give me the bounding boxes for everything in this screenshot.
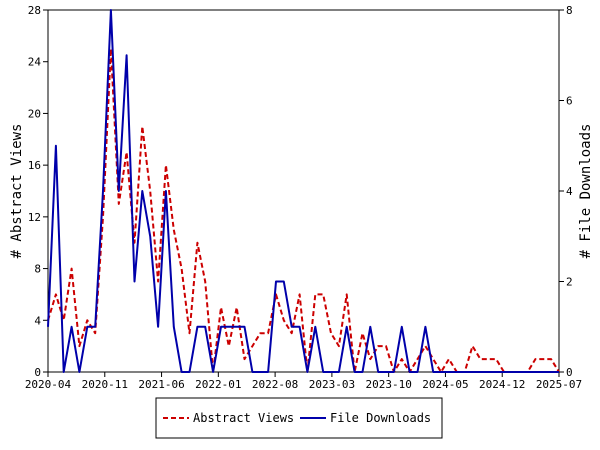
y-right-tick-label: 6 [566, 95, 573, 108]
y-left-tick-label: 16 [28, 159, 41, 172]
y-right-tick-label: 4 [566, 185, 573, 198]
plot-frame [47, 9, 560, 373]
x-tick-label: 2023-10 [365, 378, 411, 391]
y-left-axis-title: # Abstract Views [9, 124, 25, 259]
y-left-tick-label: 12 [28, 211, 41, 224]
y-right-axis-title: # File Downloads [578, 124, 594, 259]
x-tick-label: 2020-11 [82, 378, 128, 391]
legend: Abstract Views File Downloads [155, 397, 443, 439]
right-axis: 0 2 4 6 8 [559, 4, 573, 379]
y-right-tick-label: 2 [566, 276, 573, 289]
y-left-tick-label: 24 [28, 56, 42, 69]
x-tick-label: 2023-03 [309, 378, 355, 391]
series-layer [47, 9, 560, 373]
x-tick-label: 2021-06 [138, 378, 184, 391]
y-right-tick-label: 8 [566, 4, 573, 17]
y-left-tick-label: 4 [34, 314, 41, 327]
x-tick-label: 2025-07 [536, 378, 582, 391]
x-tick-label: 2020-04 [25, 378, 72, 391]
y-left-tick-label: 28 [28, 4, 41, 17]
y-left-tick-label: 0 [34, 366, 41, 379]
left-axis: 0 4 8 12 16 20 24 28 [28, 4, 48, 379]
legend-label-file-downloads: File Downloads [330, 411, 431, 425]
y-right-tick-label: 0 [566, 366, 573, 379]
x-tick-label: 2024-12 [479, 378, 525, 391]
legend-label-abstract-views: Abstract Views [193, 411, 294, 425]
x-axis: 2020-04 2020-11 2021-06 2022-01 2022-08 2023-… [25, 372, 582, 391]
x-tick-label: 2022-08 [252, 378, 298, 391]
series-line-file-downloads [47, 9, 559, 373]
x-tick-label: 2024-05 [422, 378, 468, 391]
y-left-tick-label: 20 [28, 107, 41, 120]
y-left-tick-label: 8 [34, 263, 41, 276]
x-tick-label: 2022-01 [195, 378, 241, 391]
legend-box [155, 397, 443, 439]
